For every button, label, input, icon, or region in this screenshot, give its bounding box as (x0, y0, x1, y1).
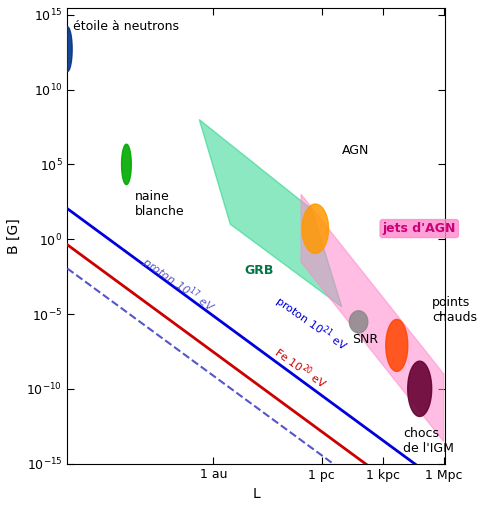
Polygon shape (301, 195, 444, 441)
Polygon shape (408, 361, 432, 417)
Text: jets d'AGN: jets d'AGN (382, 222, 456, 235)
Polygon shape (62, 27, 72, 72)
Y-axis label: B [G]: B [G] (7, 218, 21, 253)
Text: proton 10$^{17}$ eV: proton 10$^{17}$ eV (138, 252, 219, 316)
Text: proton 10$^{21}$ eV: proton 10$^{21}$ eV (271, 292, 351, 356)
Text: SNR: SNR (352, 333, 378, 346)
Polygon shape (302, 204, 329, 253)
Polygon shape (121, 144, 131, 184)
Polygon shape (199, 119, 342, 307)
Polygon shape (386, 320, 408, 371)
Text: GRB: GRB (244, 264, 274, 277)
X-axis label: L: L (252, 487, 260, 501)
Text: AGN: AGN (342, 144, 369, 157)
Text: chocs
de l'IGM: chocs de l'IGM (403, 427, 454, 455)
Text: naine
blanche: naine blanche (135, 190, 184, 218)
Text: étoile à neutrons: étoile à neutrons (74, 20, 180, 33)
Text: Fe 10$^{20}$ eV: Fe 10$^{20}$ eV (271, 343, 331, 392)
Text: points
chauds: points chauds (432, 296, 477, 324)
Polygon shape (349, 311, 368, 333)
